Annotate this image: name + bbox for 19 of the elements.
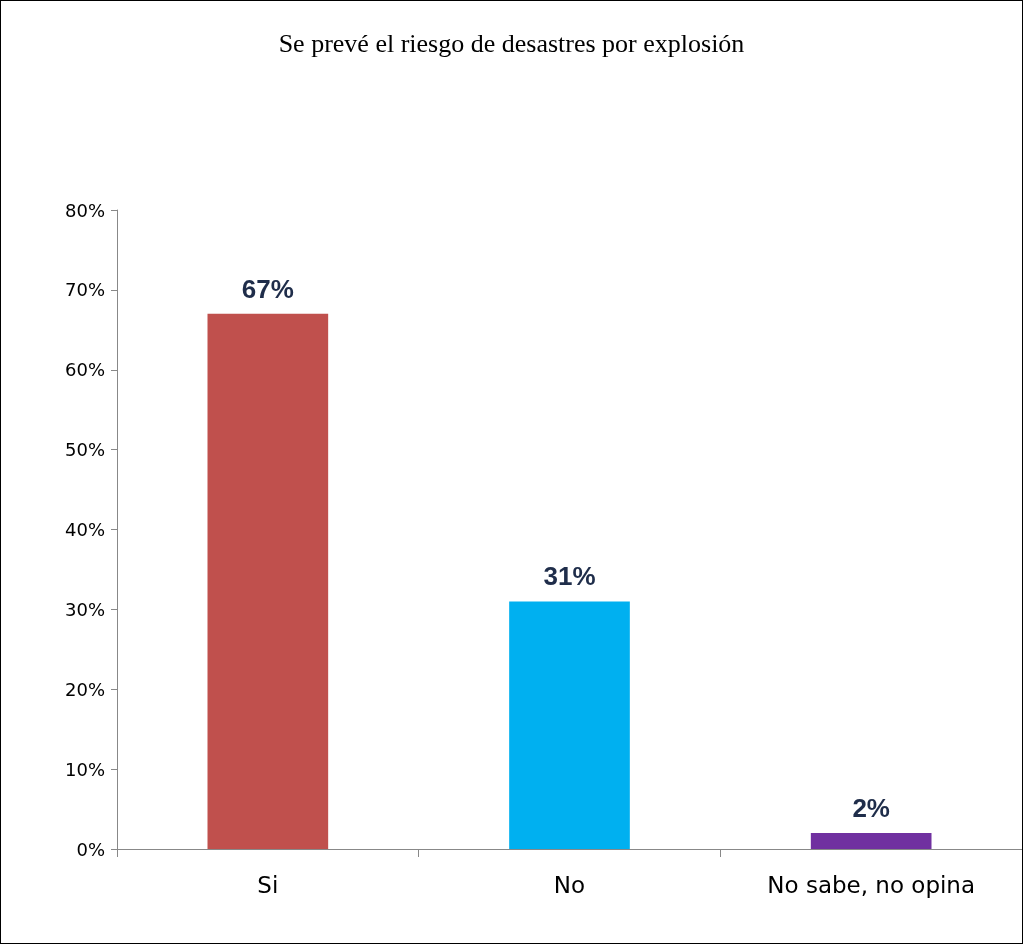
data-label: 67% — [241, 273, 294, 304]
y-tick-label: 50% — [64, 439, 105, 461]
x-tick-label: Si — [257, 871, 279, 898]
y-tick-label: 30% — [64, 598, 105, 620]
bar — [509, 601, 630, 849]
y-tick-label: 80% — [64, 199, 105, 221]
data-label: 31% — [543, 561, 596, 592]
y-tick-label: 0% — [76, 838, 105, 860]
x-tick-label: No sabe, no opina — [767, 871, 976, 898]
y-tick-label: 70% — [64, 279, 105, 301]
data-label: 2% — [852, 793, 890, 824]
y-tick-label: 60% — [64, 359, 105, 381]
y-tick-label: 20% — [64, 678, 105, 700]
bar — [207, 313, 329, 849]
chart-title: Se prevé el riesgo de desastres por explosión — [278, 28, 745, 58]
x-tick-label: No — [553, 871, 586, 898]
bar — [810, 833, 932, 849]
y-tick-label: 10% — [64, 758, 105, 780]
y-tick-label: 40% — [64, 519, 105, 540]
